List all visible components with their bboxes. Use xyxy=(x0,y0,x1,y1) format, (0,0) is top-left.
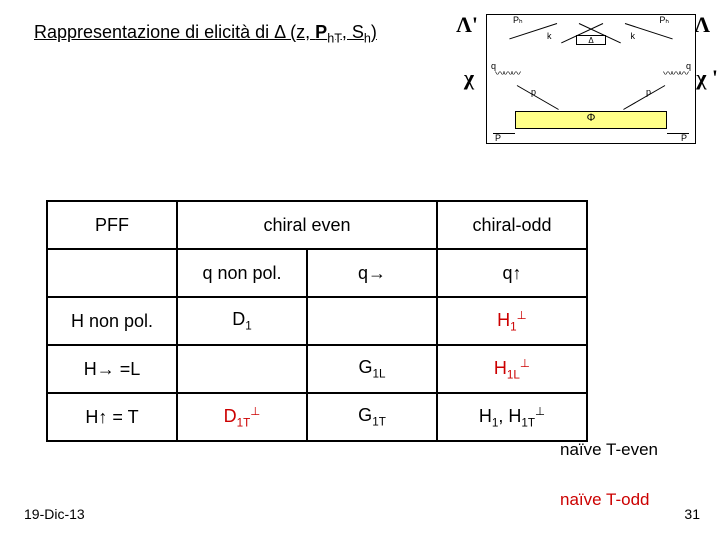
label-chi-prime: χ ' xyxy=(696,65,718,91)
cell-qnp: q non pol. xyxy=(177,249,307,297)
H1Lp-sym: H xyxy=(494,358,507,378)
table-row: H→ =L G1L H1L⊥ xyxy=(47,345,587,393)
H1p-sym: H xyxy=(497,310,510,330)
diag-line-pr xyxy=(623,85,665,110)
cell-H1-H1Tperp: H1, H1T⊥ xyxy=(437,393,587,441)
G1L-sym: G xyxy=(358,357,372,377)
H1p-sub: 1 xyxy=(510,321,517,334)
diag-wave-r: 〰〰〰 xyxy=(663,65,687,80)
page-number: 31 xyxy=(684,506,700,522)
D1-sym: D xyxy=(232,309,245,329)
cell-empty-2 xyxy=(177,345,307,393)
footer-date: 19-Dic-13 xyxy=(24,506,85,522)
title: Rappresentazione di elicità di Δ (z, PhT… xyxy=(34,22,377,46)
D1Tp-sup: ⊥ xyxy=(250,405,260,418)
H1Tp-sub: 1T xyxy=(521,417,535,430)
cell-chiral-odd: chiral-odd xyxy=(437,201,587,249)
feynman-diagram: Δ Φ 〰〰〰 〰〰〰 q q k k p p P P Pₕ Pₕ xyxy=(486,14,696,144)
diag-Ph-r: Pₕ xyxy=(659,15,669,26)
cell-D1Tperp: D1T⊥ xyxy=(177,393,307,441)
cell-pff: PFF xyxy=(47,201,177,249)
naive-t-even-label: naïve T-even xyxy=(560,440,658,460)
cell-chiral-even: chiral even xyxy=(177,201,437,249)
D1-sub: 1 xyxy=(245,320,252,333)
cell-HL: H→ =L xyxy=(47,345,177,393)
cell-Hnp: H non pol. xyxy=(47,297,177,345)
H1p-sup: ⊥ xyxy=(517,309,527,322)
cell-G1L: G1L xyxy=(307,345,437,393)
table-row: H↑ = T D1T⊥ G1T H1, H1T⊥ xyxy=(47,393,587,441)
H1Tp-sym: H xyxy=(508,406,521,426)
diag-p-l: p xyxy=(531,87,536,97)
G1T-sym: G xyxy=(358,405,372,425)
cell-blank xyxy=(47,249,177,297)
title-prefix: Rappresentazione di elicità di Δ (z, xyxy=(34,22,315,42)
D1Tp-sym: D xyxy=(224,406,237,426)
H1Lp-sup: ⊥ xyxy=(520,357,530,370)
table-row: q non pol. q→ q↑ xyxy=(47,249,587,297)
table-row: H non pol. D1 H1⊥ xyxy=(47,297,587,345)
cell-H1perp: H1⊥ xyxy=(437,297,587,345)
G1T-sub: 1T xyxy=(372,416,386,429)
H1Lp-sub: 1L xyxy=(507,369,520,382)
diag-line-pl xyxy=(517,85,559,110)
label-lambda: Λ xyxy=(694,12,710,38)
cell-HT: H↑ = T xyxy=(47,393,177,441)
diag-k-r: k xyxy=(631,31,636,41)
H1Tp-sup: ⊥ xyxy=(535,405,545,418)
label-lambda-prime: Λ' xyxy=(456,12,478,38)
pff-table: PFF chiral even chiral-odd q non pol. q→… xyxy=(46,200,588,442)
diag-P-l: P xyxy=(495,133,501,143)
diag-wave-l: 〰〰〰 xyxy=(495,65,519,80)
diag-q-r: q xyxy=(686,61,691,71)
cell-qup: q↑ xyxy=(437,249,587,297)
title-suffix: ) xyxy=(371,22,377,42)
H1a-sub: 1 xyxy=(492,417,499,430)
cell-G1T: G1T xyxy=(307,393,437,441)
diagram-delta-box: Δ xyxy=(576,35,606,45)
title-mid: , S xyxy=(342,22,364,42)
cell-H1Lperp: H1L⊥ xyxy=(437,345,587,393)
title-sub1: hT xyxy=(327,32,342,46)
diag-p-r: p xyxy=(646,87,651,97)
diag-P-r: P xyxy=(681,133,687,143)
G1L-sub: 1L xyxy=(373,368,386,381)
cell-empty-1 xyxy=(307,297,437,345)
diag-Ph-l: Pₕ xyxy=(513,15,523,26)
diagram-phi-label: Φ xyxy=(587,112,596,124)
cell-D1: D1 xyxy=(177,297,307,345)
title-bold: P xyxy=(315,22,327,42)
D1Tp-sub: 1T xyxy=(237,417,251,430)
label-chi: χ xyxy=(464,65,474,91)
diag-q-l: q xyxy=(491,61,496,71)
title-sub2: h xyxy=(364,32,371,46)
H1a-sym: H xyxy=(479,406,492,426)
diag-k-l: k xyxy=(547,31,552,41)
cell-qarrow: q→ xyxy=(307,249,437,297)
naive-t-odd-label: naïve T-odd xyxy=(560,490,649,510)
table-row: PFF chiral even chiral-odd xyxy=(47,201,587,249)
